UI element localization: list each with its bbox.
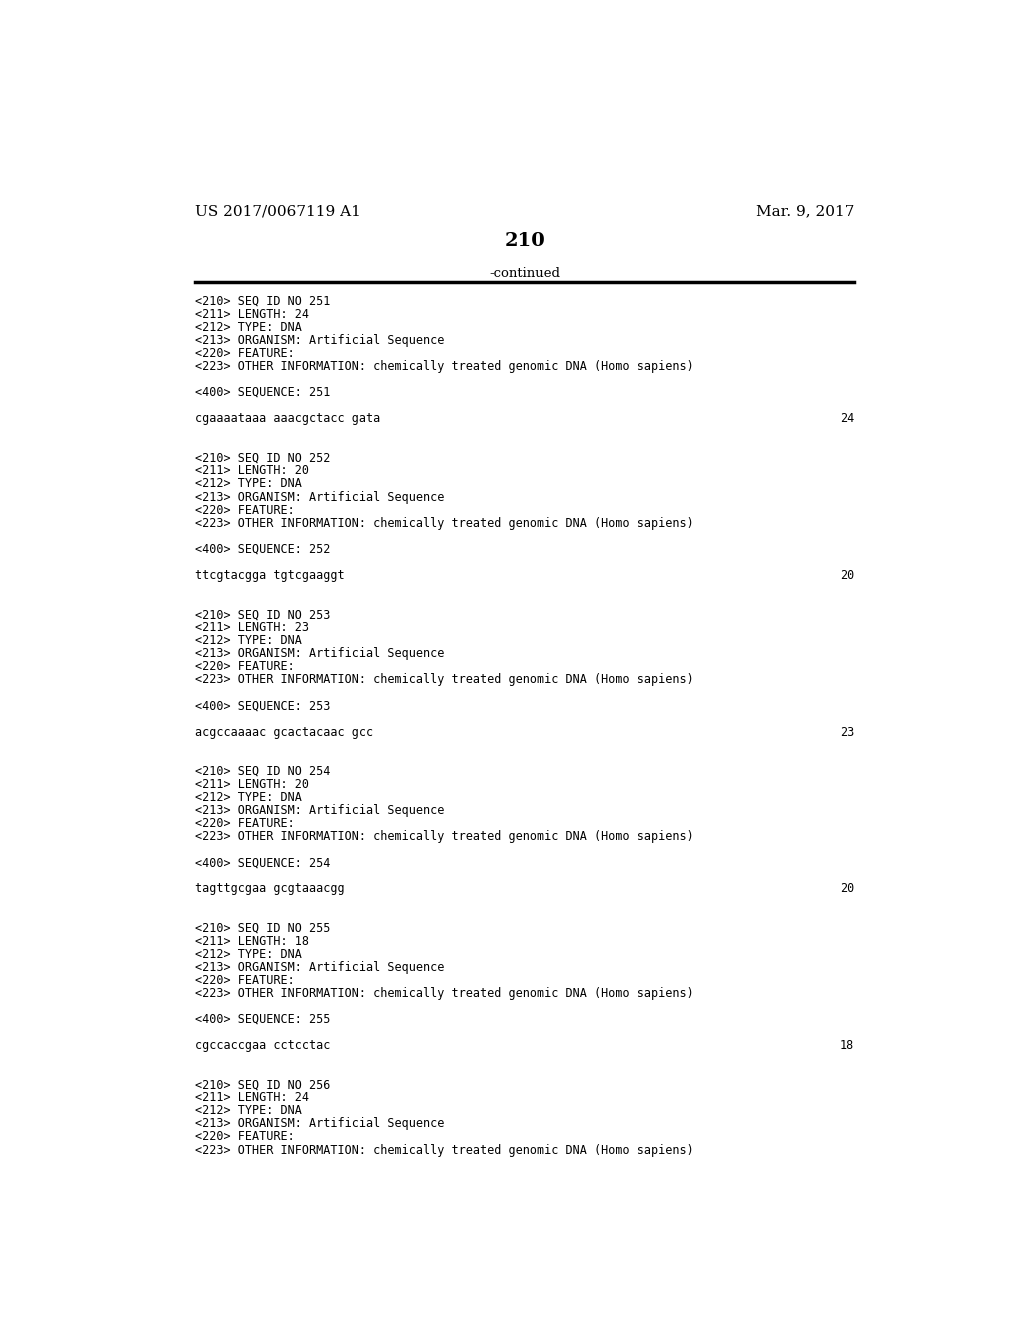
Text: <211> LENGTH: 24: <211> LENGTH: 24 (196, 308, 309, 321)
Text: <210> SEQ ID NO 252: <210> SEQ ID NO 252 (196, 451, 331, 465)
Text: 23: 23 (840, 726, 854, 739)
Text: <212> TYPE: DNA: <212> TYPE: DNA (196, 1105, 302, 1117)
Text: <220> FEATURE:: <220> FEATURE: (196, 503, 295, 516)
Text: ttcgtacgga tgtcgaaggt: ttcgtacgga tgtcgaaggt (196, 569, 345, 582)
Text: <220> FEATURE:: <220> FEATURE: (196, 660, 295, 673)
Text: <223> OTHER INFORMATION: chemically treated genomic DNA (Homo sapiens): <223> OTHER INFORMATION: chemically trea… (196, 1143, 694, 1156)
Text: <211> LENGTH: 24: <211> LENGTH: 24 (196, 1092, 309, 1105)
Text: <223> OTHER INFORMATION: chemically treated genomic DNA (Homo sapiens): <223> OTHER INFORMATION: chemically trea… (196, 516, 694, 529)
Text: 20: 20 (840, 569, 854, 582)
Text: <223> OTHER INFORMATION: chemically treated genomic DNA (Homo sapiens): <223> OTHER INFORMATION: chemically trea… (196, 673, 694, 686)
Text: <211> LENGTH: 20: <211> LENGTH: 20 (196, 465, 309, 478)
Text: <212> TYPE: DNA: <212> TYPE: DNA (196, 791, 302, 804)
Text: tagttgcgaa gcgtaaacgg: tagttgcgaa gcgtaaacgg (196, 882, 345, 895)
Text: <223> OTHER INFORMATION: chemically treated genomic DNA (Homo sapiens): <223> OTHER INFORMATION: chemically trea… (196, 360, 694, 374)
Text: <213> ORGANISM: Artificial Sequence: <213> ORGANISM: Artificial Sequence (196, 491, 444, 503)
Text: <400> SEQUENCE: 253: <400> SEQUENCE: 253 (196, 700, 331, 713)
Text: <212> TYPE: DNA: <212> TYPE: DNA (196, 634, 302, 647)
Text: <210> SEQ ID NO 256: <210> SEQ ID NO 256 (196, 1078, 331, 1092)
Text: <223> OTHER INFORMATION: chemically treated genomic DNA (Homo sapiens): <223> OTHER INFORMATION: chemically trea… (196, 987, 694, 999)
Text: <212> TYPE: DNA: <212> TYPE: DNA (196, 948, 302, 961)
Text: 20: 20 (840, 882, 854, 895)
Text: <210> SEQ ID NO 254: <210> SEQ ID NO 254 (196, 764, 331, 777)
Text: <400> SEQUENCE: 251: <400> SEQUENCE: 251 (196, 385, 331, 399)
Text: <223> OTHER INFORMATION: chemically treated genomic DNA (Homo sapiens): <223> OTHER INFORMATION: chemically trea… (196, 830, 694, 843)
Text: US 2017/0067119 A1: US 2017/0067119 A1 (196, 205, 361, 218)
Text: <220> FEATURE:: <220> FEATURE: (196, 817, 295, 830)
Text: <220> FEATURE:: <220> FEATURE: (196, 347, 295, 360)
Text: <213> ORGANISM: Artificial Sequence: <213> ORGANISM: Artificial Sequence (196, 334, 444, 347)
Text: <211> LENGTH: 18: <211> LENGTH: 18 (196, 935, 309, 948)
Text: <400> SEQUENCE: 252: <400> SEQUENCE: 252 (196, 543, 331, 556)
Text: <210> SEQ ID NO 253: <210> SEQ ID NO 253 (196, 609, 331, 620)
Text: cgccaccgaa cctcctac: cgccaccgaa cctcctac (196, 1039, 331, 1052)
Text: <210> SEQ ID NO 255: <210> SEQ ID NO 255 (196, 921, 331, 935)
Text: Mar. 9, 2017: Mar. 9, 2017 (756, 205, 854, 218)
Text: <400> SEQUENCE: 255: <400> SEQUENCE: 255 (196, 1012, 331, 1026)
Text: <210> SEQ ID NO 251: <210> SEQ ID NO 251 (196, 294, 331, 308)
Text: cgaaaataaa aaacgctacc gata: cgaaaataaa aaacgctacc gata (196, 412, 381, 425)
Text: <213> ORGANISM: Artificial Sequence: <213> ORGANISM: Artificial Sequence (196, 961, 444, 974)
Text: 18: 18 (840, 1039, 854, 1052)
Text: acgccaaaac gcactacaac gcc: acgccaaaac gcactacaac gcc (196, 726, 374, 739)
Text: <213> ORGANISM: Artificial Sequence: <213> ORGANISM: Artificial Sequence (196, 647, 444, 660)
Text: 24: 24 (840, 412, 854, 425)
Text: <212> TYPE: DNA: <212> TYPE: DNA (196, 321, 302, 334)
Text: <213> ORGANISM: Artificial Sequence: <213> ORGANISM: Artificial Sequence (196, 1118, 444, 1130)
Text: <213> ORGANISM: Artificial Sequence: <213> ORGANISM: Artificial Sequence (196, 804, 444, 817)
Text: -continued: -continued (489, 267, 560, 280)
Text: <211> LENGTH: 20: <211> LENGTH: 20 (196, 777, 309, 791)
Text: <220> FEATURE:: <220> FEATURE: (196, 1130, 295, 1143)
Text: <212> TYPE: DNA: <212> TYPE: DNA (196, 478, 302, 491)
Text: <220> FEATURE:: <220> FEATURE: (196, 974, 295, 987)
Text: <400> SEQUENCE: 254: <400> SEQUENCE: 254 (196, 857, 331, 869)
Text: <211> LENGTH: 23: <211> LENGTH: 23 (196, 622, 309, 634)
Text: 210: 210 (505, 231, 545, 249)
